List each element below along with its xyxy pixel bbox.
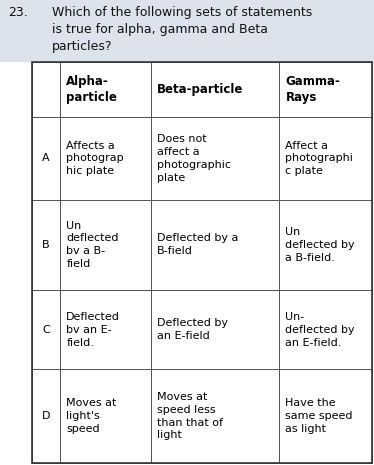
Bar xyxy=(151,62,279,117)
Text: A: A xyxy=(42,153,50,163)
Text: Which of the following sets of statements
is true for alpha, gamma and Beta
part: Which of the following sets of statement… xyxy=(52,6,312,53)
Text: Does not
affect a
photographic
plate: Does not affect a photographic plate xyxy=(157,134,231,183)
Text: Un
deflected
bv a B-
field: Un deflected bv a B- field xyxy=(66,221,119,269)
Bar xyxy=(60,369,151,463)
Text: Moves at
light's
speed: Moves at light's speed xyxy=(66,399,117,434)
Text: Beta-particle: Beta-particle xyxy=(157,83,243,96)
Bar xyxy=(32,290,60,369)
Text: Affects a
photograp
hic plate: Affects a photograp hic plate xyxy=(66,140,124,176)
Text: Deflected by a
B-field: Deflected by a B-field xyxy=(157,233,238,256)
Text: Alpha-
particle: Alpha- particle xyxy=(66,75,117,104)
Text: B: B xyxy=(42,240,50,250)
Bar xyxy=(32,199,60,290)
Bar xyxy=(32,62,60,117)
Bar xyxy=(151,199,279,290)
Text: Un-
deflected by
an E-field.: Un- deflected by an E-field. xyxy=(285,312,355,347)
Bar xyxy=(151,117,279,199)
Text: D: D xyxy=(42,411,50,421)
Bar xyxy=(60,290,151,369)
Bar xyxy=(32,62,372,463)
Text: Affect a
photographi
c plate: Affect a photographi c plate xyxy=(285,140,353,176)
Bar xyxy=(279,369,372,463)
Bar xyxy=(279,62,372,117)
Text: Moves at
speed less
than that of
light: Moves at speed less than that of light xyxy=(157,392,223,440)
Bar xyxy=(32,117,60,199)
Bar xyxy=(60,117,151,199)
Text: 23.: 23. xyxy=(8,6,28,19)
Bar xyxy=(279,290,372,369)
Bar xyxy=(279,199,372,290)
Bar xyxy=(60,62,151,117)
Text: Deflected
bv an E-
field.: Deflected bv an E- field. xyxy=(66,312,120,347)
Bar xyxy=(32,369,60,463)
Text: Gamma-
Rays: Gamma- Rays xyxy=(285,75,340,104)
Bar xyxy=(151,369,279,463)
Bar xyxy=(151,290,279,369)
Text: Have the
same speed
as light: Have the same speed as light xyxy=(285,399,353,434)
Bar xyxy=(279,117,372,199)
Bar xyxy=(0,0,374,62)
Bar xyxy=(60,199,151,290)
Text: Un
deflected by
a B-field.: Un deflected by a B-field. xyxy=(285,227,355,263)
Text: Deflected by
an E-field: Deflected by an E-field xyxy=(157,319,228,341)
Text: C: C xyxy=(42,325,50,335)
